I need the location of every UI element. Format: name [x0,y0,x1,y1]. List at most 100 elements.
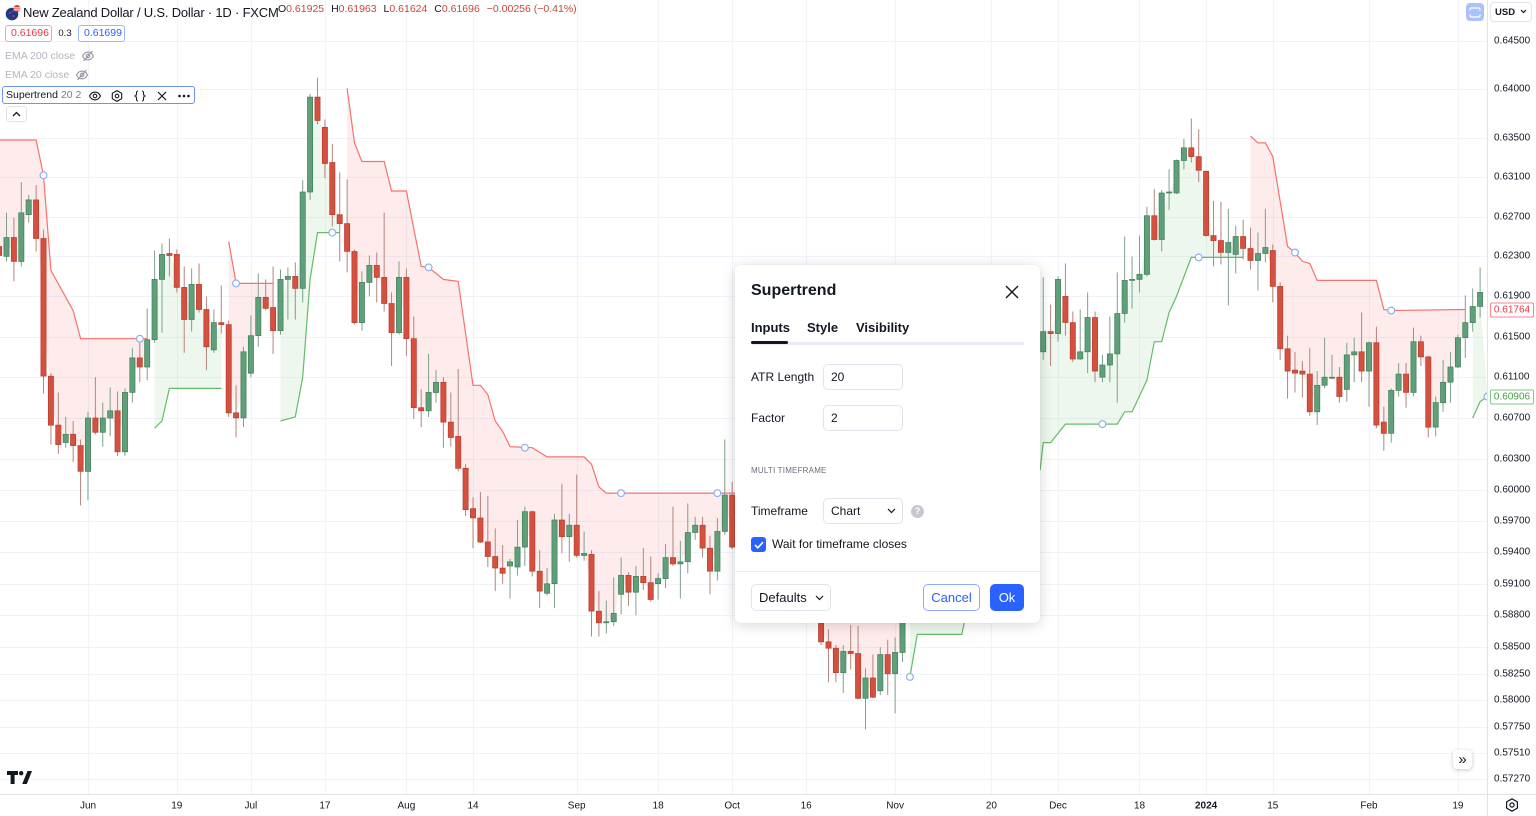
supertrend-down-line[interactable] [0,139,148,340]
tab-visibility[interactable]: Visibility [856,320,910,335]
cancel-button[interactable]: Cancel [923,584,980,611]
candle-down[interactable] [1403,362,1410,408]
candle-down[interactable] [1269,244,1276,303]
candle-down[interactable] [1151,189,1158,241]
supertrend-down-line[interactable] [228,241,274,284]
timeframe-select[interactable]: Chart [823,498,903,524]
candle-up[interactable] [307,94,314,200]
time-axis[interactable]: Jun 19 Jul 17 Aug 14 Sep 18 Oct 16 Nov 20 Dec 18 2024 1… [0,794,1536,816]
candle-up[interactable] [62,416,69,448]
ok-button[interactable]: Ok [990,584,1024,611]
tab-style[interactable]: Style [807,320,839,335]
candle-down[interactable] [647,556,654,602]
defaults-dropdown-button[interactable]: Defaults [751,584,831,611]
candle-up[interactable] [632,565,639,616]
more-options-icon[interactable] [177,89,191,103]
candle-down[interactable] [558,483,565,554]
candle-down[interactable] [114,391,121,456]
candle-up[interactable] [1106,316,1113,383]
candle-up[interactable] [284,267,291,320]
candle-down[interactable] [181,266,188,353]
candle-down[interactable] [77,439,84,506]
candle-up[interactable] [618,557,625,615]
candle-up[interactable] [247,315,254,378]
candle-down[interactable] [825,629,832,683]
candle-up[interactable] [1329,354,1335,380]
supertrend-up-line[interactable] [154,387,222,429]
candle-up[interactable] [566,513,573,562]
candle-down[interactable] [196,263,202,313]
candle-down[interactable] [492,528,499,592]
candle-up[interactable] [255,273,262,347]
candle-down[interactable] [1203,170,1210,237]
candle-up[interactable] [1314,371,1321,426]
candle-down[interactable] [499,545,506,584]
candle-down[interactable] [1188,118,1195,163]
candle-up[interactable] [1129,256,1136,309]
candle-up[interactable] [299,180,306,303]
candle-up[interactable] [507,558,513,599]
candle-down[interactable] [640,548,647,591]
candle-up[interactable] [188,268,195,332]
help-icon[interactable]: ? [911,505,924,518]
candle-down[interactable] [1284,335,1291,399]
candle-up[interactable] [122,388,128,456]
candle-up[interactable] [1343,342,1350,402]
candle-down[interactable] [1380,406,1387,451]
candle-up[interactable] [662,544,669,588]
scroll-to-realtime-button[interactable]: » [1453,750,1472,769]
candle-down[interactable] [869,654,876,699]
candle-down[interactable] [403,268,410,356]
candle-down[interactable] [477,492,484,543]
candle-down[interactable] [218,285,225,334]
eye-icon[interactable] [88,89,102,103]
candle-up[interactable] [1395,362,1402,397]
candle-up[interactable] [714,517,721,581]
candle-up[interactable] [1388,388,1395,443]
supertrend-down-line[interactable] [1250,135,1466,312]
candle-down[interactable] [536,550,543,608]
candle-down[interactable] [1292,351,1298,393]
tab-inputs[interactable]: Inputs [751,320,790,335]
candle-up[interactable] [721,439,728,535]
supertrend-down-line[interactable] [346,88,903,596]
candle-up[interactable] [25,194,32,223]
candle-down[interactable] [470,497,476,549]
currency-dropdown[interactable]: USD [1490,2,1532,22]
candle-down[interactable] [595,591,602,637]
buy-price-button[interactable]: 0.61699 [78,25,125,42]
candle-up[interactable] [677,540,684,599]
candle-up[interactable] [425,353,432,417]
candle-down[interactable] [336,172,343,262]
candle-down[interactable] [314,77,321,125]
candle-up[interactable] [107,387,114,437]
candle-down[interactable] [1306,347,1313,416]
close-icon[interactable] [1004,284,1020,300]
candle-down[interactable] [173,249,180,293]
candle-down[interactable] [270,266,277,354]
candle-down[interactable] [1069,311,1076,362]
candle-up[interactable] [610,577,617,626]
wait-for-timeframe-closes-checkbox[interactable] [751,537,766,552]
candle-down[interactable] [855,625,862,700]
candle-down[interactable] [381,212,388,312]
candle-down[interactable] [1336,367,1343,403]
candle-down[interactable] [92,377,99,435]
candle-down[interactable] [1047,304,1054,367]
candle-down[interactable] [47,373,54,445]
candle-down[interactable] [10,217,17,282]
candle-down[interactable] [321,119,328,179]
candle-up[interactable] [1114,272,1121,403]
candle-down[interactable] [70,421,77,463]
candle-up[interactable] [240,346,247,428]
symbol-title[interactable]: New Zealand Dollar / U.S. Dollar · 1D · … [23,4,279,20]
atr-length-input[interactable] [823,364,903,390]
candle-up[interactable] [210,309,217,353]
candle-down[interactable] [484,496,491,568]
candle-up[interactable] [514,520,521,576]
candle-down[interactable] [884,639,891,696]
candle-up[interactable] [99,402,106,447]
candle-up[interactable] [1351,337,1358,383]
candle-up[interactable] [1099,354,1106,383]
candle-up[interactable] [18,182,25,267]
